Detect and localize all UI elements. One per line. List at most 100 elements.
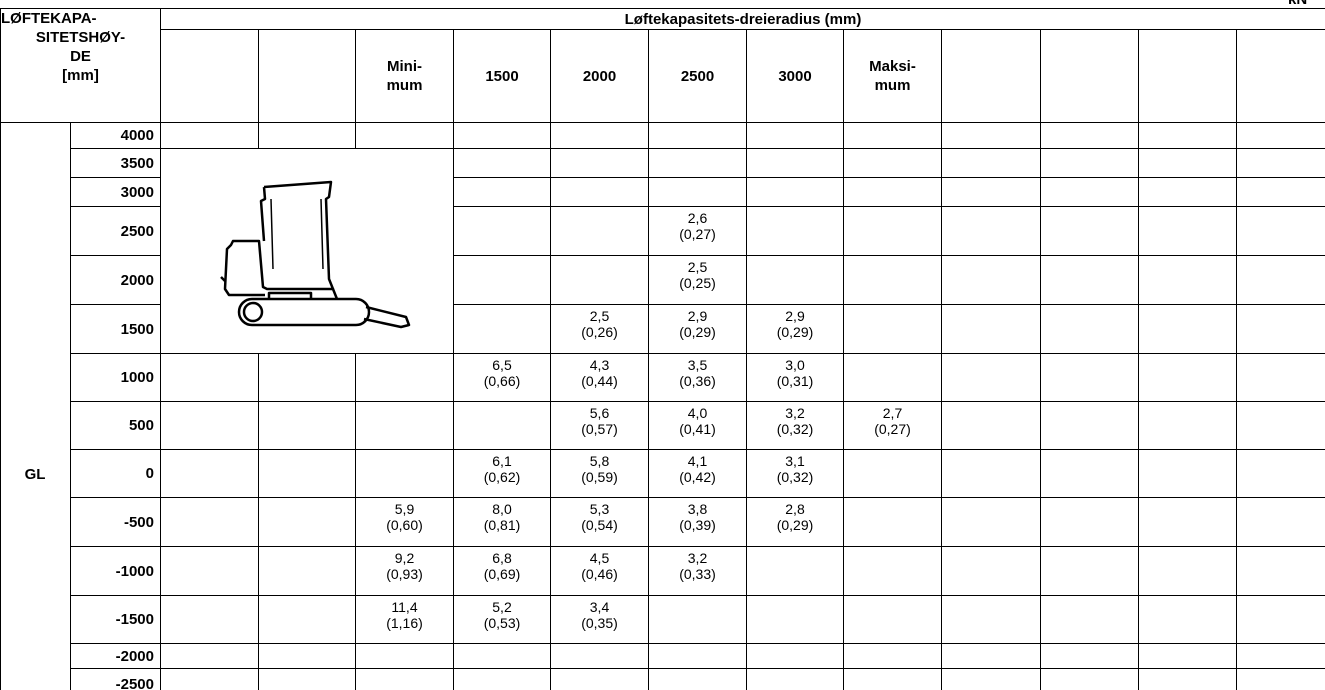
value-cell xyxy=(1040,497,1139,547)
corner-header: LØFTEKAPA- SITETSHØY- DE [mm] xyxy=(0,8,161,123)
height-text: 2500 xyxy=(120,222,154,240)
value-cell: 3,8 (0,39) xyxy=(648,497,747,547)
value-cell xyxy=(160,449,259,498)
value-cell xyxy=(1040,255,1139,305)
excavator-picture xyxy=(160,148,454,354)
height-text: -1000 xyxy=(115,562,154,580)
value-cell xyxy=(1040,304,1139,354)
value-cell xyxy=(1138,206,1237,256)
value-cell xyxy=(843,122,942,149)
value-cell: 3,0 (0,31) xyxy=(746,353,844,402)
tonnes-value: (0,25) xyxy=(679,275,716,291)
kn-value: 5,3 xyxy=(589,501,610,517)
value-cell xyxy=(160,497,259,547)
value-cell xyxy=(258,449,356,498)
height-text: -2000 xyxy=(115,647,154,665)
value-cell xyxy=(843,668,942,690)
value-cell xyxy=(746,206,844,256)
value-cell xyxy=(843,206,942,256)
value-cell xyxy=(648,122,747,149)
value-cell xyxy=(258,668,356,690)
value-cell xyxy=(941,668,1041,690)
value-cell xyxy=(843,255,942,305)
value-cell: 6,8 (0,69) xyxy=(453,546,551,596)
tonnes-value: (0,31) xyxy=(776,373,814,389)
value-cell: 5,8 (0,59) xyxy=(550,449,649,498)
kn-value: 3,0 xyxy=(785,357,805,373)
value-cell xyxy=(746,148,844,178)
kn-value: 3,2 xyxy=(687,550,708,566)
height-label: -1000 xyxy=(70,546,161,596)
value-cell xyxy=(453,304,551,354)
value-cell xyxy=(1138,668,1237,690)
column-header: 3000 xyxy=(746,29,844,123)
value-cell xyxy=(941,206,1041,256)
value-cell xyxy=(1138,148,1237,178)
height-label: 500 xyxy=(70,401,161,450)
value-cell xyxy=(160,353,259,402)
value-cell xyxy=(843,497,942,547)
value-cell: 2,5 (0,25) xyxy=(648,255,747,305)
height-label: 2500 xyxy=(70,206,161,256)
value-cell: 3,4 (0,35) xyxy=(550,595,649,644)
value-cell xyxy=(550,206,649,256)
value-cell xyxy=(941,304,1041,354)
height-text: 2000 xyxy=(120,271,154,289)
column-line: Mini- xyxy=(387,58,422,75)
height-text: 1500 xyxy=(120,320,154,338)
value-cell xyxy=(648,643,747,669)
value-cell xyxy=(1236,255,1325,305)
value-cell xyxy=(1236,643,1325,669)
kn-value: 2,7 xyxy=(882,405,903,421)
value-cell xyxy=(843,177,942,207)
value-cell xyxy=(843,546,942,596)
tonnes-value: (0,41) xyxy=(679,421,716,437)
tonnes-value: (0,81) xyxy=(483,517,521,533)
value-cell xyxy=(1236,449,1325,498)
tonnes-value: (0,60) xyxy=(386,517,423,533)
value-cell: 6,1 (0,62) xyxy=(453,449,551,498)
ground-text: GL xyxy=(24,465,46,483)
value-cell xyxy=(258,546,356,596)
value-cell xyxy=(1040,668,1139,690)
value-cell xyxy=(160,668,259,690)
corner-line: SITETSHØY- xyxy=(35,29,126,46)
value-cell xyxy=(648,148,747,178)
tonnes-value: (0,42) xyxy=(679,469,716,485)
value-cell xyxy=(746,122,844,149)
title-text: Løftekapasitets-dreieradius (mm) xyxy=(624,10,862,28)
tonnes-value: (0,26) xyxy=(581,324,618,340)
value-cell xyxy=(453,401,551,450)
height-label: 0 xyxy=(70,449,161,498)
value-cell: 2,9 (0,29) xyxy=(746,304,844,354)
value-cell xyxy=(1040,148,1139,178)
kn-value: 2,9 xyxy=(687,308,708,324)
corner-line: LØFTEKAPA- xyxy=(1,10,97,27)
column-text: 2500 xyxy=(680,67,715,85)
kn-value: 2,9 xyxy=(785,308,805,324)
value-cell xyxy=(1236,206,1325,256)
value-cell xyxy=(941,255,1041,305)
value-cell xyxy=(941,497,1041,547)
height-text: 3500 xyxy=(120,154,154,172)
height-text: -500 xyxy=(123,513,154,531)
value-cell xyxy=(941,148,1041,178)
value-cell xyxy=(550,148,649,178)
height-label: 3000 xyxy=(70,177,161,207)
value-cell xyxy=(1138,595,1237,644)
tonnes-value: (0,66) xyxy=(483,373,521,389)
value-cell xyxy=(941,595,1041,644)
kn-value: 3,1 xyxy=(785,453,805,469)
column-header xyxy=(1236,29,1325,123)
value-cell xyxy=(941,449,1041,498)
value-cell xyxy=(1040,177,1139,207)
kn-value: 4,5 xyxy=(589,550,610,566)
column-header: 2000 xyxy=(550,29,649,123)
tonnes-value: (0,33) xyxy=(679,566,716,582)
value-cell: 2,5 (0,26) xyxy=(550,304,649,354)
value-cell xyxy=(160,546,259,596)
tonnes-value: (0,35) xyxy=(581,615,618,631)
height-text: 4000 xyxy=(120,127,154,144)
value-cell xyxy=(1138,449,1237,498)
value-cell xyxy=(1138,643,1237,669)
